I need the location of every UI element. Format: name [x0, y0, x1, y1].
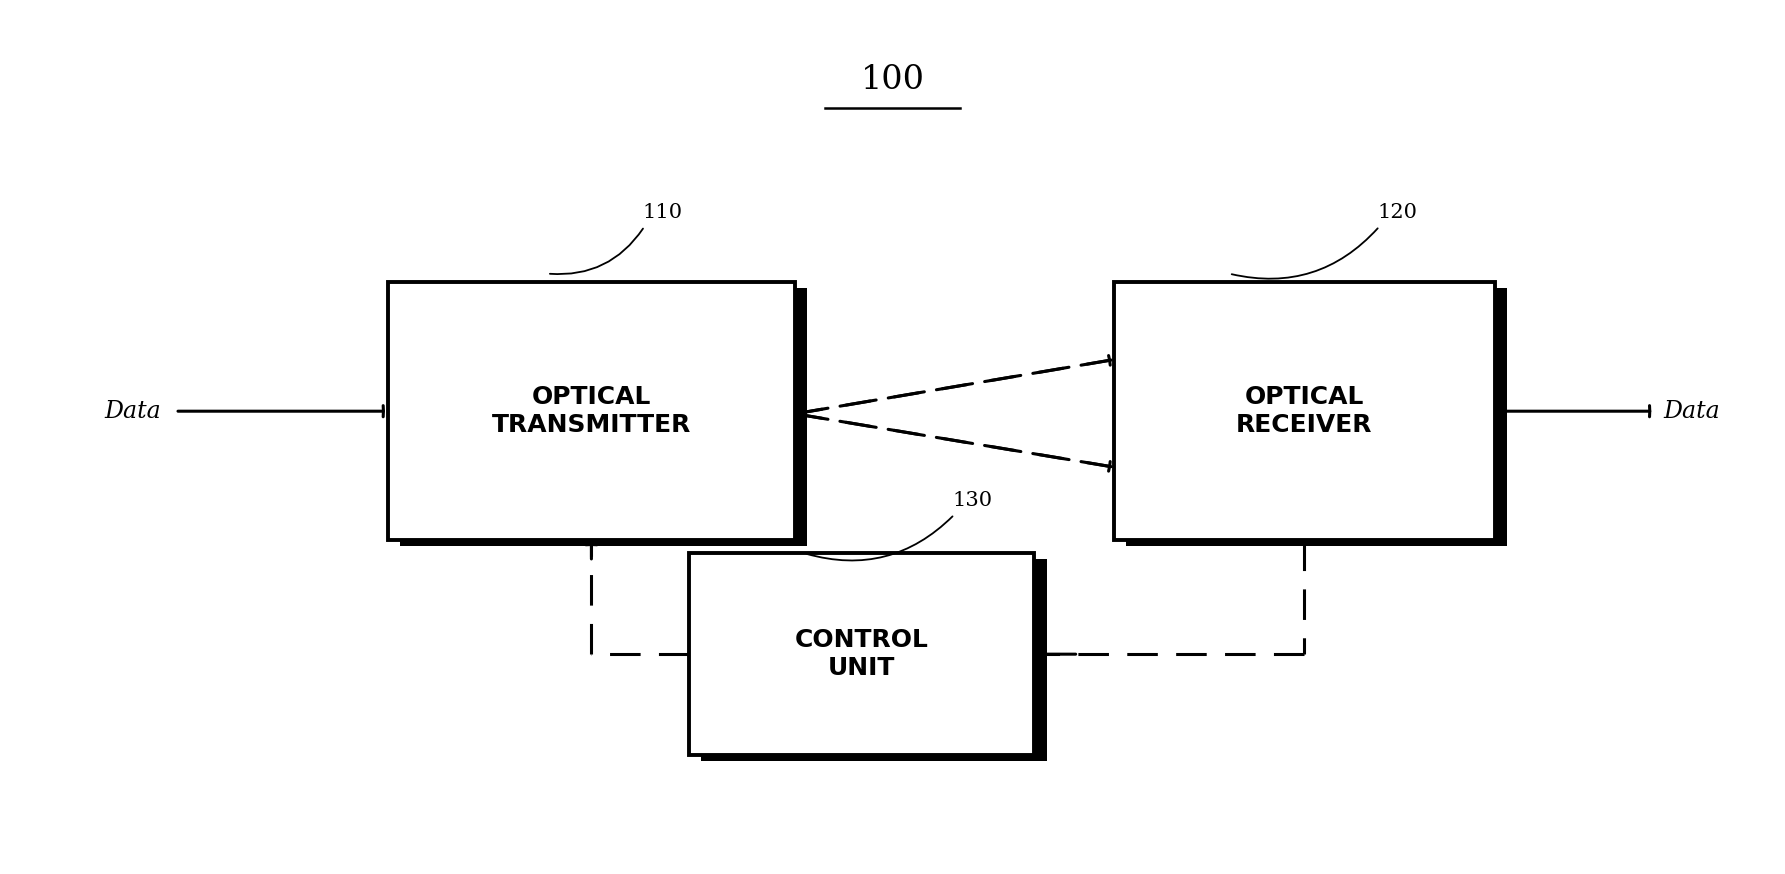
Bar: [1126, 288, 1507, 546]
Bar: [702, 559, 1046, 761]
Text: 100: 100: [860, 64, 925, 96]
Bar: [689, 553, 1034, 755]
Text: Data: Data: [104, 399, 161, 423]
Text: Data: Data: [1664, 399, 1719, 423]
Text: OPTICAL
TRANSMITTER: OPTICAL TRANSMITTER: [491, 385, 691, 437]
Text: 130: 130: [951, 491, 992, 510]
Text: OPTICAL
RECEIVER: OPTICAL RECEIVER: [1235, 385, 1373, 437]
Text: 110: 110: [643, 203, 682, 222]
Bar: [1114, 282, 1494, 540]
Text: 120: 120: [1378, 203, 1417, 222]
Bar: [387, 282, 794, 540]
Bar: [400, 288, 807, 546]
Text: CONTROL
UNIT: CONTROL UNIT: [794, 628, 928, 680]
